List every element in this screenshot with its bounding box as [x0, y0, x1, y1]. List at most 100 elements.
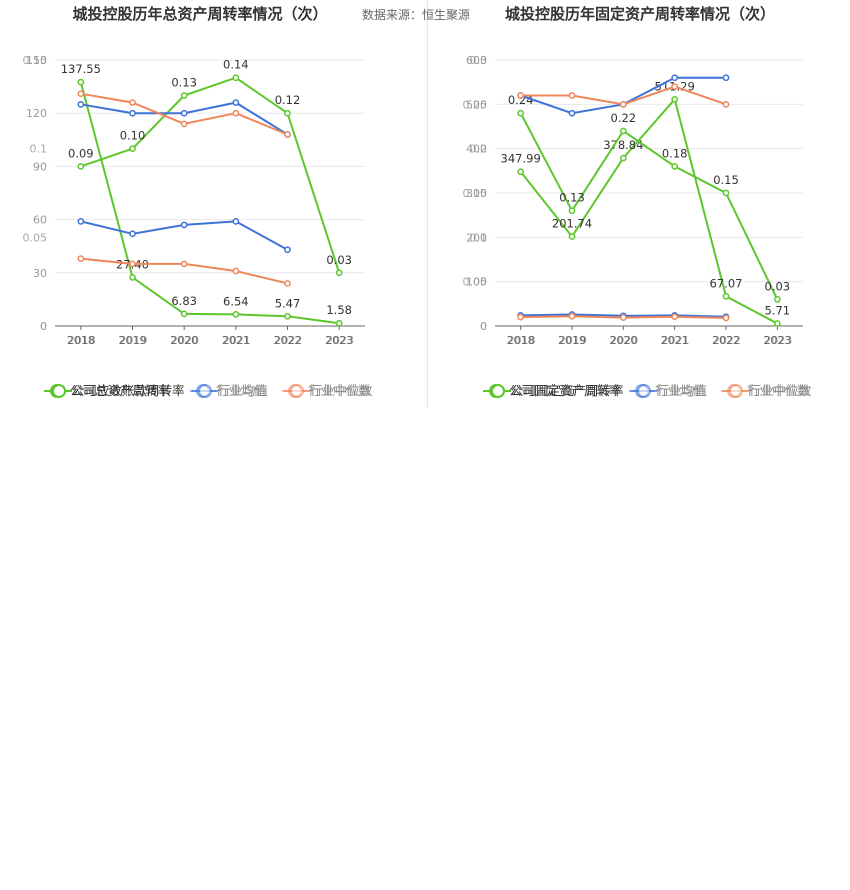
data-label: 5.71 — [765, 303, 791, 317]
x-tick-label: 2021 — [662, 334, 690, 347]
series-line-ov-0 — [79, 81, 340, 325]
y-tick-label: 0.1 — [30, 143, 48, 156]
data-point — [722, 292, 730, 300]
data-label: 6.83 — [171, 294, 197, 308]
x-tick-label: 2020 — [170, 334, 198, 347]
legend-label: 行业中位数 — [749, 383, 812, 398]
data-point — [284, 246, 291, 254]
x-tick-label: 2018 — [67, 334, 95, 347]
chart-left: 城投控股历年总资产周转率情况（次）030609012015000.050.10.… — [23, 5, 373, 398]
data-point — [335, 319, 343, 327]
panel-divider — [427, 0, 428, 408]
data-point — [77, 90, 85, 98]
chart-right: 城投控股历年固定资产周转率情况（次）010020030040050060000.… — [463, 5, 812, 398]
legend-label: 公司固定资产周转率 — [511, 383, 624, 398]
data-point — [129, 230, 136, 238]
data-point — [129, 109, 136, 117]
x-tick-label: 2023 — [326, 334, 354, 347]
series-line-pr-0 — [80, 76, 341, 274]
data-point — [129, 260, 136, 268]
data-point — [77, 78, 85, 86]
data-label: 67.07 — [710, 276, 743, 290]
data-label: 0.03 — [765, 279, 791, 293]
data-point — [180, 120, 188, 128]
data-label: 0.15 — [713, 173, 739, 187]
data-point — [335, 269, 343, 277]
data-point — [671, 163, 679, 170]
legend-label: 行业均值 — [657, 383, 707, 398]
data-point — [619, 100, 627, 108]
data-point — [77, 218, 85, 225]
data-label: 0.12 — [275, 93, 301, 107]
y-tick-label: 0.3 — [470, 54, 488, 67]
data-point — [77, 100, 85, 108]
data-point — [517, 109, 525, 117]
y-tick-label: 90 — [33, 160, 47, 173]
data-point — [180, 221, 188, 229]
data-point — [517, 313, 525, 321]
data-point — [232, 109, 240, 117]
data-point — [180, 310, 188, 318]
x-tick-label: 2019 — [558, 334, 586, 347]
data-point — [722, 100, 730, 108]
data-point — [722, 74, 730, 82]
data-point — [232, 74, 240, 82]
y-tick-label: 200 — [466, 231, 487, 244]
y-tick-label: 0.15 — [23, 54, 48, 67]
y-tick-label: 0.1 — [470, 231, 488, 244]
y-tick-label: 0.15 — [463, 187, 488, 200]
data-point — [129, 99, 136, 106]
data-label: 0.13 — [559, 191, 585, 205]
y-tick-label: 0.25 — [463, 98, 488, 111]
data-point — [232, 311, 240, 318]
data-point — [773, 320, 781, 327]
data-label: 1.58 — [326, 303, 352, 317]
legend-marker — [637, 384, 651, 398]
legend-label: 行业中位数 — [747, 383, 810, 398]
legend-label: 公司固定资产周转率 — [509, 383, 622, 398]
data-point — [619, 154, 627, 162]
series-line-pr-0 — [519, 112, 779, 300]
x-tick-label: 2020 — [609, 334, 637, 347]
source-note: 数据来源：恒生聚源 — [362, 8, 471, 22]
data-point — [568, 92, 576, 99]
data-point — [619, 127, 627, 135]
y-tick-label: 100 — [466, 276, 487, 289]
legend-marker — [290, 384, 304, 398]
series-line-pr-1 — [80, 101, 289, 136]
y-tick-label: 0 — [480, 320, 487, 333]
legend-marker — [52, 384, 66, 398]
x-tick-label: 2019 — [120, 334, 148, 347]
legend-label: 公司总资产周转率 — [70, 383, 170, 398]
data-label: 0.09 — [68, 146, 94, 160]
data-point — [619, 314, 627, 321]
data-label: 5.47 — [275, 296, 301, 310]
x-tick-label: 2020 — [171, 334, 199, 347]
y-tick-label: 0.05 — [463, 276, 488, 289]
data-point — [284, 280, 291, 287]
data-label: 0.13 — [171, 75, 197, 89]
data-point — [722, 189, 730, 197]
data-label: 347.99 — [501, 152, 541, 166]
data-label: 0.18 — [662, 146, 688, 160]
data-point — [517, 92, 525, 99]
x-tick-label: 2022 — [275, 334, 303, 347]
x-tick-label: 2019 — [119, 334, 147, 347]
data-point — [773, 296, 781, 303]
y-tick-label: 30 — [33, 267, 47, 280]
y-tick-label: 400 — [466, 143, 487, 156]
legend-marker — [198, 384, 212, 398]
data-point — [568, 109, 576, 117]
chart-title: 城投控股历年固定资产周转率情况（次） — [505, 5, 775, 23]
x-tick-label: 2021 — [661, 334, 689, 347]
legend-label: 公司应收账款周转率 — [72, 383, 185, 398]
y-tick-label: 60 — [33, 214, 47, 227]
x-tick-label: 2021 — [222, 334, 250, 347]
legend-marker — [729, 384, 743, 398]
y-tick-label: 0.2 — [470, 143, 488, 156]
data-point — [517, 168, 525, 176]
x-tick-label: 2022 — [274, 334, 302, 347]
data-point — [284, 109, 291, 117]
